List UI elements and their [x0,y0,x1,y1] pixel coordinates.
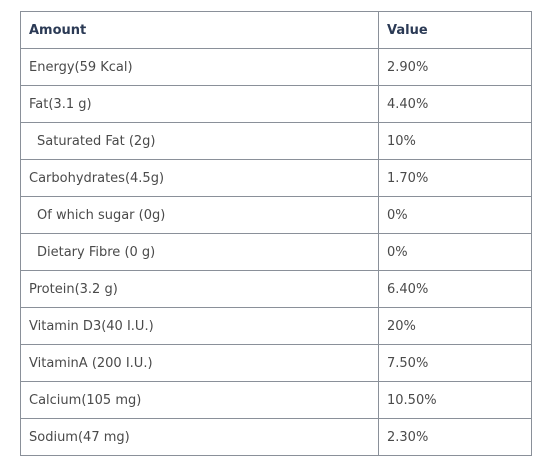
table-row: Carbohydrates(4.5g) 1.70% [20,159,532,197]
table-row: Saturated Fat (2g) 10% [20,122,532,160]
nutrient-amount: Dietary Fibre (0 g) [20,233,379,271]
header-amount: Amount [20,11,379,49]
nutrient-value: 0% [378,233,532,271]
nutrient-amount: Protein(3.2 g) [20,270,379,308]
table-row: Dietary Fibre (0 g) 0% [20,233,532,271]
nutrient-value: 2.30% [378,418,532,456]
nutrient-value: 7.50% [378,344,532,382]
table-row: VitaminA (200 I.U.) 7.50% [20,344,532,382]
nutrient-value: 10.50% [378,381,532,419]
nutrient-amount: Vitamin D3(40 I.U.) [20,307,379,345]
table-row: Calcium(105 mg) 10.50% [20,381,532,419]
nutrient-value: 0% [378,196,532,234]
nutrient-amount: Carbohydrates(4.5g) [20,159,379,197]
table-row: Fat(3.1 g) 4.40% [20,85,532,123]
header-row: Amount Value [20,11,532,49]
table-row: Protein(3.2 g) 6.40% [20,270,532,308]
header-value: Value [378,11,532,49]
table-row: Sodium(47 mg) 2.30% [20,418,532,456]
nutrient-amount: Of which sugar (0g) [20,196,379,234]
nutrient-amount: Saturated Fat (2g) [20,122,379,160]
nutrient-amount: VitaminA (200 I.U.) [20,344,379,382]
nutrient-value: 20% [378,307,532,345]
table-header: Amount Value [20,11,532,49]
nutrient-value: 1.70% [378,159,532,197]
nutrient-value: 6.40% [378,270,532,308]
table-body: Energy(59 Kcal) 2.90% Fat(3.1 g) 4.40% S… [20,48,532,456]
table-row: Vitamin D3(40 I.U.) 20% [20,307,532,345]
nutrient-value: 2.90% [378,48,532,86]
table-row: Energy(59 Kcal) 2.90% [20,48,532,86]
nutrient-amount: Fat(3.1 g) [20,85,379,123]
table-row: Of which sugar (0g) 0% [20,196,532,234]
nutrient-value: 4.40% [378,85,532,123]
nutrient-amount: Energy(59 Kcal) [20,48,379,86]
nutrient-amount: Sodium(47 mg) [20,418,379,456]
nutrient-amount: Calcium(105 mg) [20,381,379,419]
nutrition-table: Amount Value Energy(59 Kcal) 2.90% Fat(3… [20,11,532,456]
nutrient-value: 10% [378,122,532,160]
